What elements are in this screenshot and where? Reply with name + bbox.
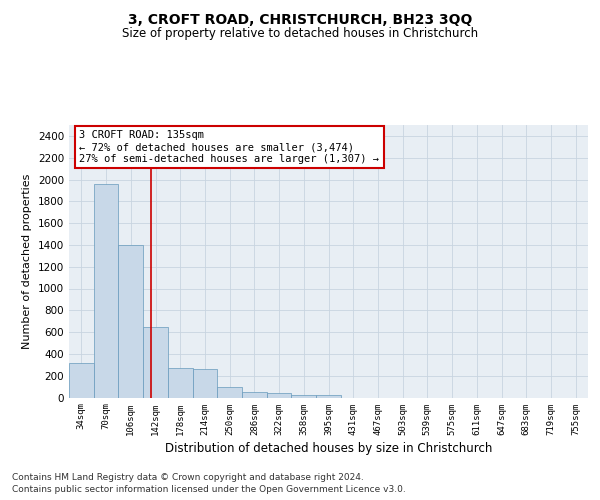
Bar <box>69 362 94 398</box>
Bar <box>143 326 168 398</box>
Bar <box>316 396 341 398</box>
Bar <box>292 395 316 398</box>
Bar <box>118 245 143 398</box>
Bar <box>242 392 267 398</box>
X-axis label: Distribution of detached houses by size in Christchurch: Distribution of detached houses by size … <box>165 442 492 454</box>
Y-axis label: Number of detached properties: Number of detached properties <box>22 174 32 349</box>
Bar <box>217 386 242 398</box>
Text: Contains public sector information licensed under the Open Government Licence v3: Contains public sector information licen… <box>12 485 406 494</box>
Bar <box>193 369 217 398</box>
Bar <box>267 393 292 398</box>
Text: 3, CROFT ROAD, CHRISTCHURCH, BH23 3QQ: 3, CROFT ROAD, CHRISTCHURCH, BH23 3QQ <box>128 12 472 26</box>
Text: Contains HM Land Registry data © Crown copyright and database right 2024.: Contains HM Land Registry data © Crown c… <box>12 472 364 482</box>
Text: 3 CROFT ROAD: 135sqm
← 72% of detached houses are smaller (3,474)
27% of semi-de: 3 CROFT ROAD: 135sqm ← 72% of detached h… <box>79 130 379 164</box>
Bar <box>168 368 193 398</box>
Bar <box>94 184 118 398</box>
Text: Size of property relative to detached houses in Christchurch: Size of property relative to detached ho… <box>122 28 478 40</box>
